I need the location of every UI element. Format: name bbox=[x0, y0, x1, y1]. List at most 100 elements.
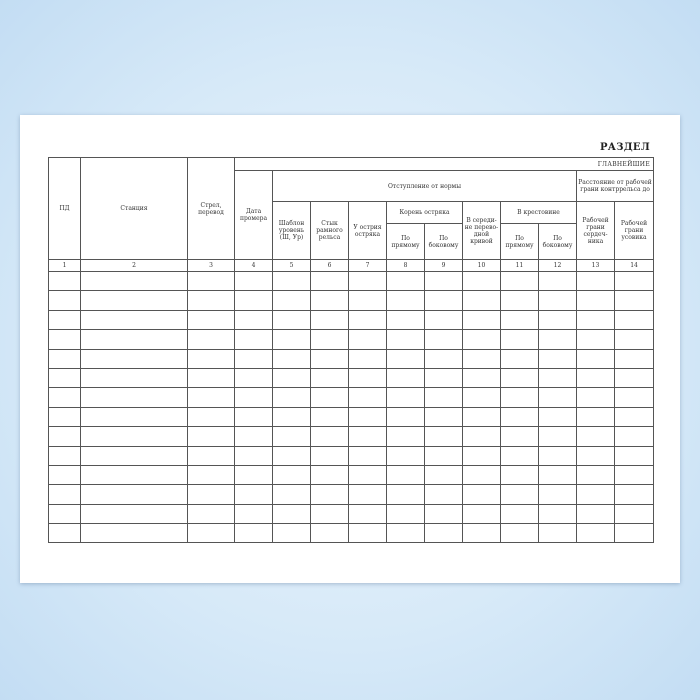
table-cell[interactable] bbox=[613, 523, 655, 544]
table-cell[interactable] bbox=[80, 290, 188, 311]
table-cell[interactable] bbox=[234, 387, 273, 408]
table-cell[interactable] bbox=[424, 329, 463, 350]
table-cell[interactable] bbox=[424, 387, 463, 408]
table-cell[interactable] bbox=[187, 270, 235, 292]
table-cell[interactable] bbox=[500, 503, 539, 525]
table-cell[interactable] bbox=[80, 484, 188, 505]
table-cell[interactable] bbox=[348, 367, 387, 389]
table-cell[interactable] bbox=[538, 329, 577, 350]
table-cell[interactable] bbox=[538, 270, 577, 292]
table-cell[interactable] bbox=[500, 309, 539, 331]
table-cell[interactable] bbox=[462, 367, 501, 389]
table-cell[interactable] bbox=[234, 309, 273, 331]
table-cell[interactable] bbox=[424, 367, 463, 389]
table-cell[interactable] bbox=[348, 309, 387, 331]
table-cell[interactable] bbox=[538, 387, 577, 408]
table-cell[interactable] bbox=[187, 329, 235, 350]
table-cell[interactable] bbox=[386, 445, 425, 466]
table-cell[interactable] bbox=[310, 309, 349, 331]
table-cell[interactable] bbox=[500, 426, 539, 447]
table-cell[interactable] bbox=[272, 290, 311, 311]
table-cell[interactable] bbox=[348, 445, 387, 466]
table-cell[interactable] bbox=[424, 464, 463, 486]
table-cell[interactable] bbox=[500, 387, 539, 408]
table-cell[interactable] bbox=[613, 367, 655, 389]
table-cell[interactable] bbox=[424, 445, 463, 466]
table-cell[interactable] bbox=[500, 523, 539, 544]
table-cell[interactable] bbox=[187, 426, 235, 447]
table-cell[interactable] bbox=[48, 309, 81, 331]
table-cell[interactable] bbox=[80, 426, 188, 447]
table-cell[interactable] bbox=[576, 329, 615, 350]
table-cell[interactable] bbox=[462, 464, 501, 486]
table-cell[interactable] bbox=[500, 484, 539, 505]
table-cell[interactable] bbox=[613, 348, 655, 369]
table-cell[interactable] bbox=[272, 309, 311, 331]
table-cell[interactable] bbox=[48, 270, 81, 292]
table-cell[interactable] bbox=[576, 426, 615, 447]
table-cell[interactable] bbox=[310, 406, 349, 428]
table-cell[interactable] bbox=[80, 387, 188, 408]
table-cell[interactable] bbox=[424, 290, 463, 311]
table-cell[interactable] bbox=[462, 329, 501, 350]
table-cell[interactable] bbox=[424, 348, 463, 369]
table-cell[interactable] bbox=[234, 503, 273, 525]
table-cell[interactable] bbox=[462, 426, 501, 447]
table-cell[interactable] bbox=[613, 290, 655, 311]
table-cell[interactable] bbox=[272, 426, 311, 447]
table-cell[interactable] bbox=[234, 426, 273, 447]
table-cell[interactable] bbox=[272, 387, 311, 408]
table-cell[interactable] bbox=[386, 290, 425, 311]
table-cell[interactable] bbox=[462, 290, 501, 311]
table-cell[interactable] bbox=[80, 464, 188, 486]
table-cell[interactable] bbox=[80, 329, 188, 350]
table-cell[interactable] bbox=[272, 406, 311, 428]
table-cell[interactable] bbox=[234, 348, 273, 369]
table-cell[interactable] bbox=[576, 387, 615, 408]
table-cell[interactable] bbox=[348, 523, 387, 544]
table-cell[interactable] bbox=[462, 406, 501, 428]
table-cell[interactable] bbox=[613, 426, 655, 447]
table-cell[interactable] bbox=[272, 503, 311, 525]
table-cell[interactable] bbox=[348, 426, 387, 447]
table-cell[interactable] bbox=[272, 367, 311, 389]
table-cell[interactable] bbox=[272, 329, 311, 350]
table-cell[interactable] bbox=[48, 387, 81, 408]
table-cell[interactable] bbox=[48, 290, 81, 311]
table-cell[interactable] bbox=[272, 464, 311, 486]
table-cell[interactable] bbox=[234, 484, 273, 505]
table-cell[interactable] bbox=[500, 290, 539, 311]
table-cell[interactable] bbox=[187, 484, 235, 505]
table-cell[interactable] bbox=[48, 445, 81, 466]
table-cell[interactable] bbox=[80, 523, 188, 544]
table-cell[interactable] bbox=[386, 426, 425, 447]
table-cell[interactable] bbox=[500, 348, 539, 369]
table-cell[interactable] bbox=[187, 348, 235, 369]
table-cell[interactable] bbox=[424, 484, 463, 505]
table-cell[interactable] bbox=[272, 270, 311, 292]
table-cell[interactable] bbox=[234, 445, 273, 466]
table-cell[interactable] bbox=[348, 503, 387, 525]
table-cell[interactable] bbox=[538, 406, 577, 428]
table-cell[interactable] bbox=[48, 406, 81, 428]
table-cell[interactable] bbox=[234, 290, 273, 311]
table-cell[interactable] bbox=[234, 270, 273, 292]
table-cell[interactable] bbox=[310, 270, 349, 292]
table-cell[interactable] bbox=[462, 348, 501, 369]
table-cell[interactable] bbox=[576, 503, 615, 525]
table-cell[interactable] bbox=[424, 523, 463, 544]
table-cell[interactable] bbox=[462, 270, 501, 292]
table-cell[interactable] bbox=[348, 290, 387, 311]
table-cell[interactable] bbox=[538, 290, 577, 311]
table-cell[interactable] bbox=[462, 503, 501, 525]
table-cell[interactable] bbox=[538, 426, 577, 447]
table-cell[interactable] bbox=[187, 290, 235, 311]
table-cell[interactable] bbox=[310, 426, 349, 447]
table-cell[interactable] bbox=[348, 406, 387, 428]
table-cell[interactable] bbox=[234, 464, 273, 486]
table-cell[interactable] bbox=[386, 270, 425, 292]
table-cell[interactable] bbox=[234, 367, 273, 389]
table-cell[interactable] bbox=[386, 406, 425, 428]
table-cell[interactable] bbox=[613, 329, 655, 350]
table-cell[interactable] bbox=[48, 523, 81, 544]
